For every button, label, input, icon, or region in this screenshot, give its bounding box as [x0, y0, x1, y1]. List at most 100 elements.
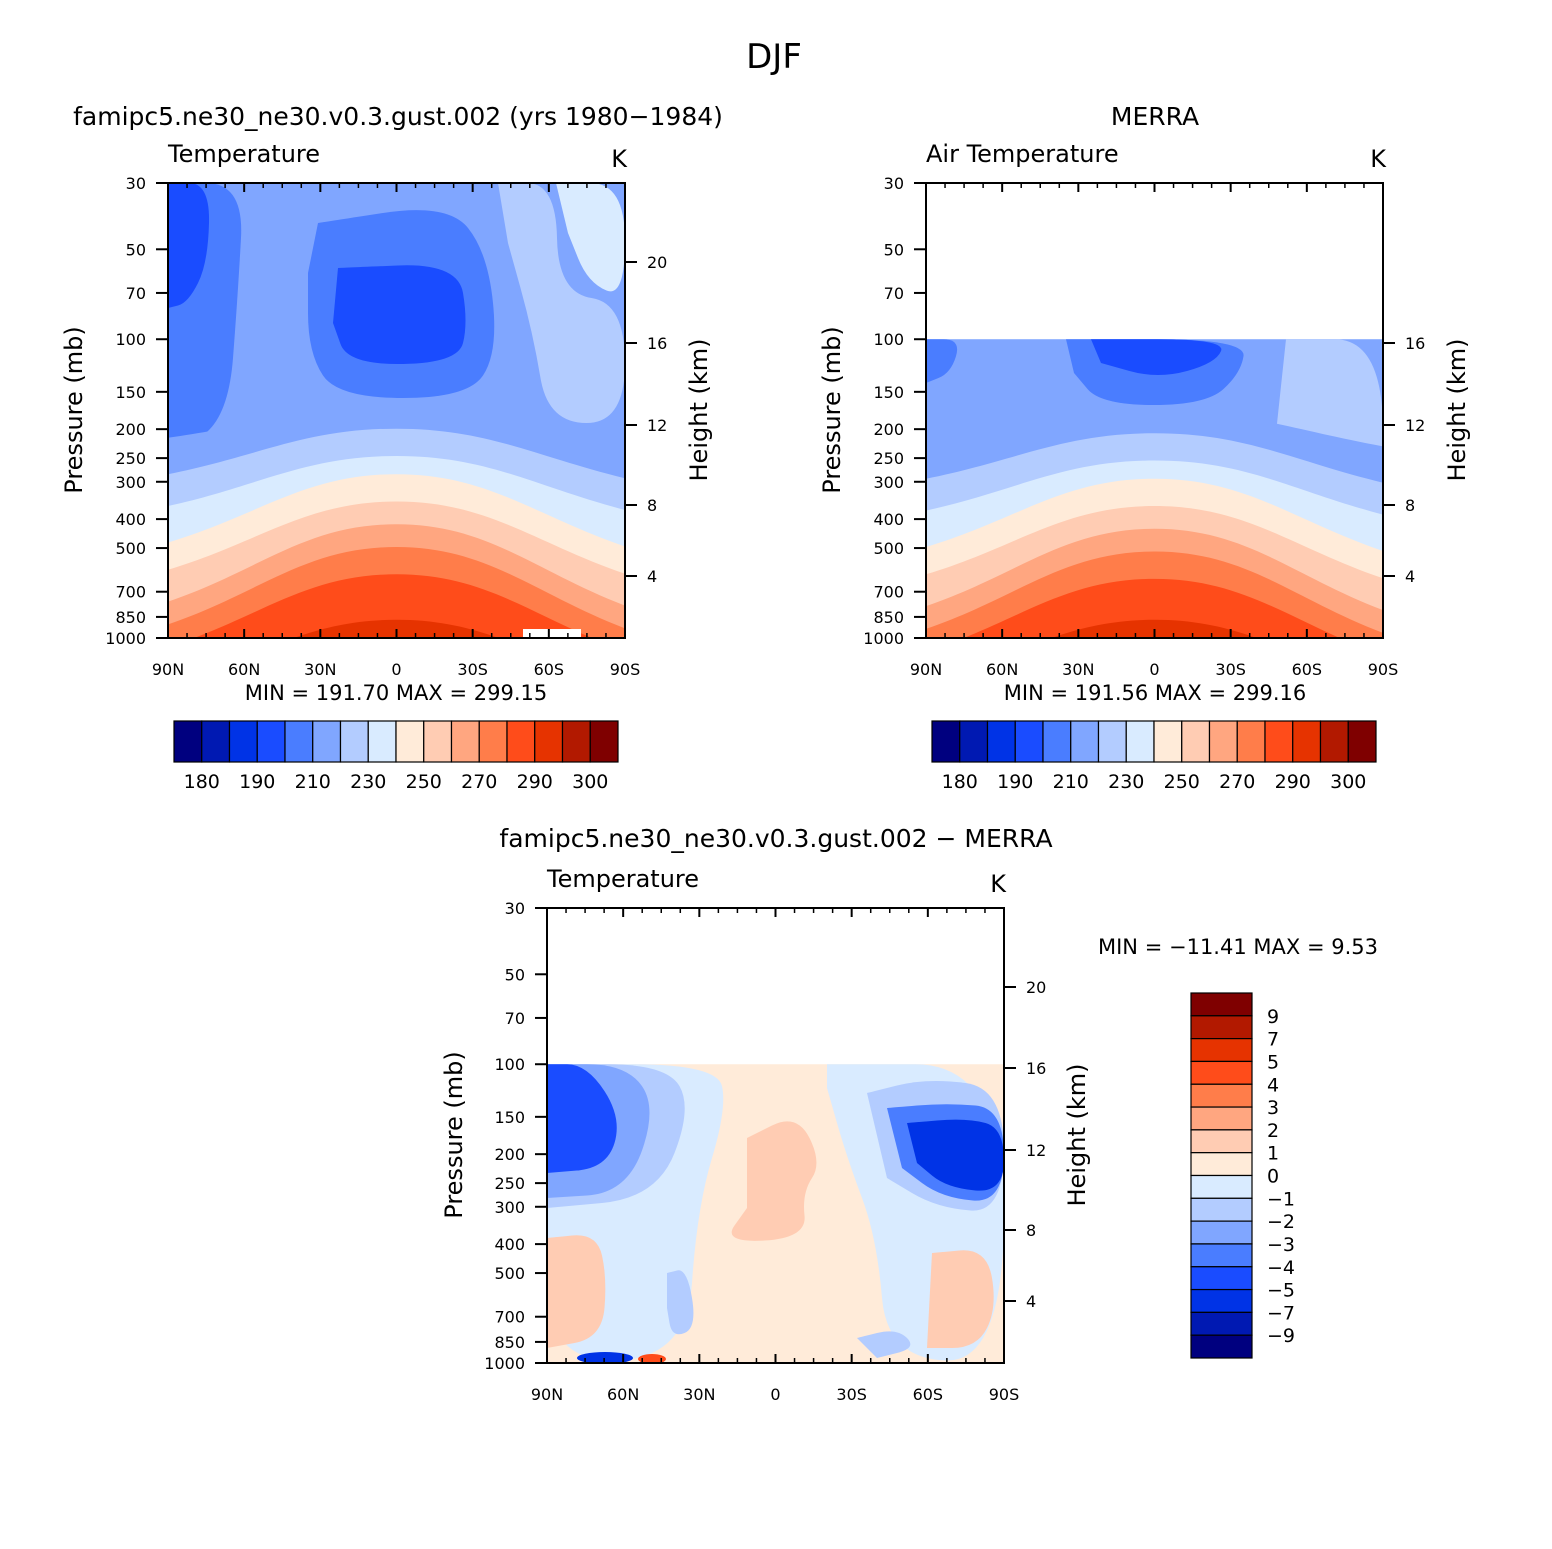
x-tick-label: 30S [836, 1385, 867, 1404]
colorbar-box [589, 720, 619, 763]
colorbar-box [1190, 1038, 1253, 1063]
contour-region [667, 1270, 694, 1335]
y-right-tick-label: 4 [647, 567, 657, 586]
y-tick-label: 250 [873, 449, 904, 468]
y-axis-label: Pressure (mb) [60, 326, 88, 493]
y-tick-label: 300 [873, 473, 904, 492]
x-tick-label: 90S [610, 660, 641, 679]
y-tick-label: 50 [884, 240, 904, 259]
colorbar-box [1190, 1243, 1253, 1268]
colorbar-box [1190, 1083, 1253, 1108]
colorbar-box [1292, 720, 1322, 763]
colorbar-box [1190, 1129, 1253, 1154]
colorbar-box [1190, 1015, 1253, 1040]
panel-difference: famipc5.ne30_ne30.v0.3.gust.002 − MERRA … [440, 824, 1378, 1404]
colorbar-box [534, 720, 564, 763]
colorbar-box [1190, 1152, 1253, 1177]
colorbar-box [561, 720, 591, 763]
x-tick-label: 90S [1368, 660, 1399, 679]
colorbar-box [1190, 1266, 1253, 1291]
colorbar-label: 230 [350, 771, 386, 793]
contour-region [907, 1119, 1004, 1191]
y-tick-label: 150 [873, 383, 904, 402]
panel-title: MERRA [1111, 102, 1199, 131]
colorbar: 180 190 210 230 250 270 290 300 [173, 720, 619, 793]
y-tick-label: 500 [115, 539, 146, 558]
field-fill [168, 183, 625, 638]
contour-region [638, 1354, 666, 1363]
y-axis-label: Pressure (mb) [440, 1051, 468, 1218]
min-max-stats: MIN = 191.70 MAX = 299.15 [245, 681, 547, 705]
y-axis-right-label: Height (km) [1063, 1064, 1091, 1207]
y-tick-label: 1000 [484, 1354, 525, 1373]
x-tick-label: 90N [152, 660, 184, 679]
colorbar-box [256, 720, 286, 763]
x-tick-label: 90N [910, 660, 942, 679]
colorbar-box [1070, 720, 1100, 763]
y-tick-label: 400 [873, 510, 904, 529]
colorbar-box [1208, 720, 1238, 763]
colorbar-label: −5 [1267, 1280, 1295, 1302]
colorbar-label: 0 [1267, 1166, 1279, 1188]
y-tick-label: 300 [115, 473, 146, 492]
y-right-tick-label: 4 [1026, 1292, 1036, 1311]
contour-region [577, 1352, 633, 1363]
colorbar-label: 270 [461, 771, 497, 793]
colorbar-box [367, 720, 397, 763]
colorbar-box [1153, 720, 1183, 763]
colorbar-label: −1 [1267, 1188, 1295, 1210]
colorbar-box [339, 720, 369, 763]
x-tick-label: 30S [1215, 660, 1246, 679]
colorbar-box [1190, 1174, 1253, 1199]
panel-model: famipc5.ne30_ne30.v0.3.gust.002 (yrs 198… [60, 102, 723, 793]
colorbar-label: 190 [997, 771, 1033, 793]
colorbar-box [450, 720, 480, 763]
colorbar-label: 4 [1267, 1074, 1279, 1096]
colorbar-label: 180 [184, 771, 220, 793]
y-tick-label: 100 [115, 330, 146, 349]
colorbar-box [1190, 992, 1253, 1017]
colorbar-label: −9 [1267, 1325, 1295, 1347]
colorbar-label: 300 [572, 771, 608, 793]
x-tick-label: 90S [989, 1385, 1020, 1404]
contour-region [168, 183, 210, 308]
y-tick-label: 400 [115, 510, 146, 529]
y-right-tick-label: 8 [647, 496, 657, 515]
colorbar-box [506, 720, 536, 763]
colorbar-box [1125, 720, 1155, 763]
colorbar-label: 210 [1053, 771, 1089, 793]
x-tick-label: 0 [770, 1385, 780, 1404]
y-tick-label: 100 [494, 1055, 525, 1074]
colorbar-box [478, 720, 508, 763]
y-tick-label: 100 [873, 330, 904, 349]
colorbar-label: 5 [1267, 1051, 1279, 1073]
y-tick-label: 500 [873, 539, 904, 558]
contour-plot: 90N 60N 30N 0 30S 60S 90S 30 50 70 100 150 200 250 300… [484, 899, 1046, 1404]
x-tick-label: 60S [913, 1385, 944, 1404]
colorbar-box [1014, 720, 1044, 763]
colorbar: 180 190 210 230 250 270 290 300 [931, 720, 1377, 793]
colorbar-label: 3 [1267, 1097, 1279, 1119]
y-axis-right-label: Height (km) [1443, 339, 1471, 482]
colorbar-box [173, 720, 203, 763]
contour-region [731, 1121, 817, 1241]
colorbar-label: 9 [1267, 1006, 1279, 1028]
colorbar-label: 300 [1330, 771, 1366, 793]
plot-field: 90N 60N 30N 0 30S 60S 90S 30 50 70 100 150 200 250 300… [105, 174, 667, 679]
colorbar-box [1190, 1197, 1253, 1222]
colorbar-label: −7 [1267, 1302, 1295, 1324]
y-right-tick-label: 4 [1405, 567, 1415, 586]
y-right-tick-label: 16 [647, 334, 667, 353]
x-tick-label: 60N [986, 660, 1018, 679]
colorbar-label: −4 [1267, 1257, 1295, 1279]
contour-plot: 90N 60N 30N 0 30S 60S 90S 30 50 70 100 150 200 250 300… [863, 174, 1425, 679]
y-tick-label: 70 [505, 1009, 525, 1028]
y-tick-label: 200 [873, 420, 904, 439]
y-tick-label: 700 [115, 583, 146, 602]
panel-title: famipc5.ne30_ne30.v0.3.gust.002 − MERRA [499, 824, 1052, 853]
y-tick-label: 850 [115, 608, 146, 627]
field-fill [547, 908, 1004, 1363]
x-tick-label: 60S [534, 660, 565, 679]
colorbar-box [959, 720, 989, 763]
y-tick-label: 50 [126, 240, 146, 259]
